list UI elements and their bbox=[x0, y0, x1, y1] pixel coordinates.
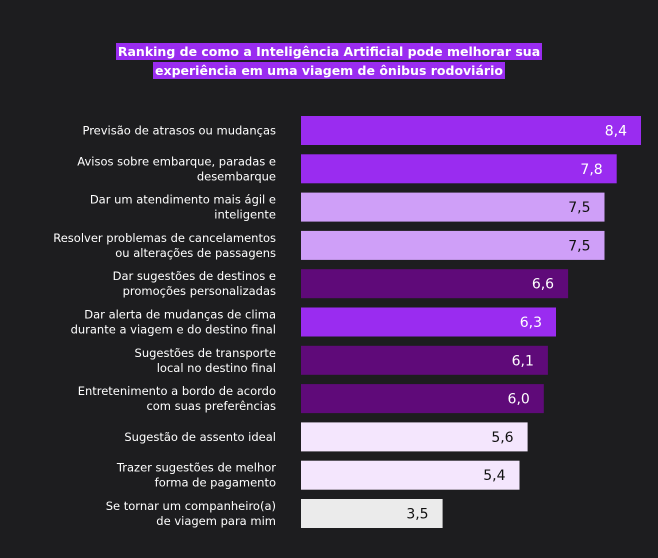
value-label-10: 5,4 bbox=[483, 468, 505, 484]
category-label-5-line-1: Dar sugestões de destinos e bbox=[113, 269, 276, 283]
bar-4 bbox=[301, 230, 605, 260]
category-label-1-line-1: Previsão de atrasos ou mudanças bbox=[82, 124, 276, 138]
category-label-10-line-1: Trazer sugestões de melhor bbox=[116, 461, 276, 475]
category-label-2-line-1: Avisos sobre embarque, paradas e bbox=[77, 154, 276, 168]
category-label-8-line-2: com suas preferências bbox=[146, 399, 276, 413]
category-label-2-line-2: desembarque bbox=[197, 169, 276, 183]
category-label-6: Dar alerta de mudanças de clima durante a… bbox=[71, 308, 276, 337]
category-label-4-line-2: ou alterações de passagens bbox=[115, 246, 276, 260]
category-label-8-line-1: Entretenimento a bordo de acordo bbox=[78, 384, 276, 398]
category-label-6-line-2: durante a viagem e do destino final bbox=[71, 323, 276, 337]
value-label-2: 7,8 bbox=[580, 162, 602, 178]
category-label-10: Trazer sugestões de melhor forma de pagam… bbox=[116, 461, 276, 490]
chart-title: Ranking de como a Inteligência Artificia… bbox=[0, 41, 658, 79]
category-label-11-line-2: de viagem para mim bbox=[156, 514, 276, 528]
value-label-8: 6,0 bbox=[508, 392, 530, 408]
category-label-7-line-1: Sugestões de transporte bbox=[135, 346, 276, 360]
category-label-1: Previsão de atrasos ou mudanças bbox=[82, 124, 276, 138]
bar-3 bbox=[301, 192, 605, 222]
category-label-3: Dar um atendimento mais ágil e inteligent… bbox=[90, 193, 276, 222]
value-label-1: 8,4 bbox=[605, 124, 627, 140]
bar-11 bbox=[301, 499, 443, 528]
category-label-11-line-1: Se tornar um companheiro(a) bbox=[106, 499, 276, 513]
category-label-5: Dar sugestões de destinos e promoções per… bbox=[113, 269, 276, 298]
category-label-7-line-2: local no destino final bbox=[157, 361, 276, 375]
category-label-7: Sugestões de transporte local no destino … bbox=[135, 346, 276, 375]
category-label-8: Entretenimento a bordo de acordo com suas… bbox=[78, 384, 276, 413]
bar-2 bbox=[301, 154, 617, 184]
bar-8 bbox=[301, 384, 544, 414]
chart-title-line-1: Ranking de como a Inteligência Artificia… bbox=[115, 43, 543, 60]
chart-title-line-2: experiência em uma viagem de ônibus rodo… bbox=[153, 62, 505, 79]
category-label-9: Sugestão de assento ideal bbox=[124, 430, 276, 444]
category-label-2: Avisos sobre embarque, paradas e desembar… bbox=[77, 154, 276, 183]
value-label-3: 7,5 bbox=[568, 200, 590, 216]
bar-10 bbox=[301, 460, 520, 490]
category-label-4: Resolver problemas de cancelamentos ou al… bbox=[53, 231, 276, 260]
value-label-11: 3,5 bbox=[406, 507, 428, 523]
bar-1 bbox=[301, 116, 641, 145]
value-label-9: 5,6 bbox=[491, 430, 513, 446]
category-label-9-line-1: Sugestão de assento ideal bbox=[124, 430, 276, 444]
category-label-10-line-2: forma de pagamento bbox=[155, 476, 276, 490]
value-label-4: 7,5 bbox=[568, 238, 590, 254]
bar-7 bbox=[301, 345, 548, 375]
bar-9 bbox=[301, 422, 528, 452]
category-label-3-line-2: inteligente bbox=[214, 208, 276, 222]
bar-5 bbox=[301, 269, 569, 299]
category-label-6-line-1: Dar alerta de mudanças de clima bbox=[84, 308, 276, 322]
category-label-4-line-1: Resolver problemas de cancelamentos bbox=[53, 231, 276, 245]
category-label-5-line-2: promoções personalizadas bbox=[123, 284, 276, 298]
bar-6 bbox=[301, 307, 556, 337]
category-label-11: Se tornar um companheiro(a) de viagem par… bbox=[106, 499, 276, 528]
category-label-3-line-1: Dar um atendimento mais ágil e bbox=[90, 193, 276, 207]
value-label-5: 6,6 bbox=[532, 277, 554, 293]
value-label-7: 6,1 bbox=[512, 353, 534, 369]
value-label-6: 6,3 bbox=[520, 315, 542, 331]
